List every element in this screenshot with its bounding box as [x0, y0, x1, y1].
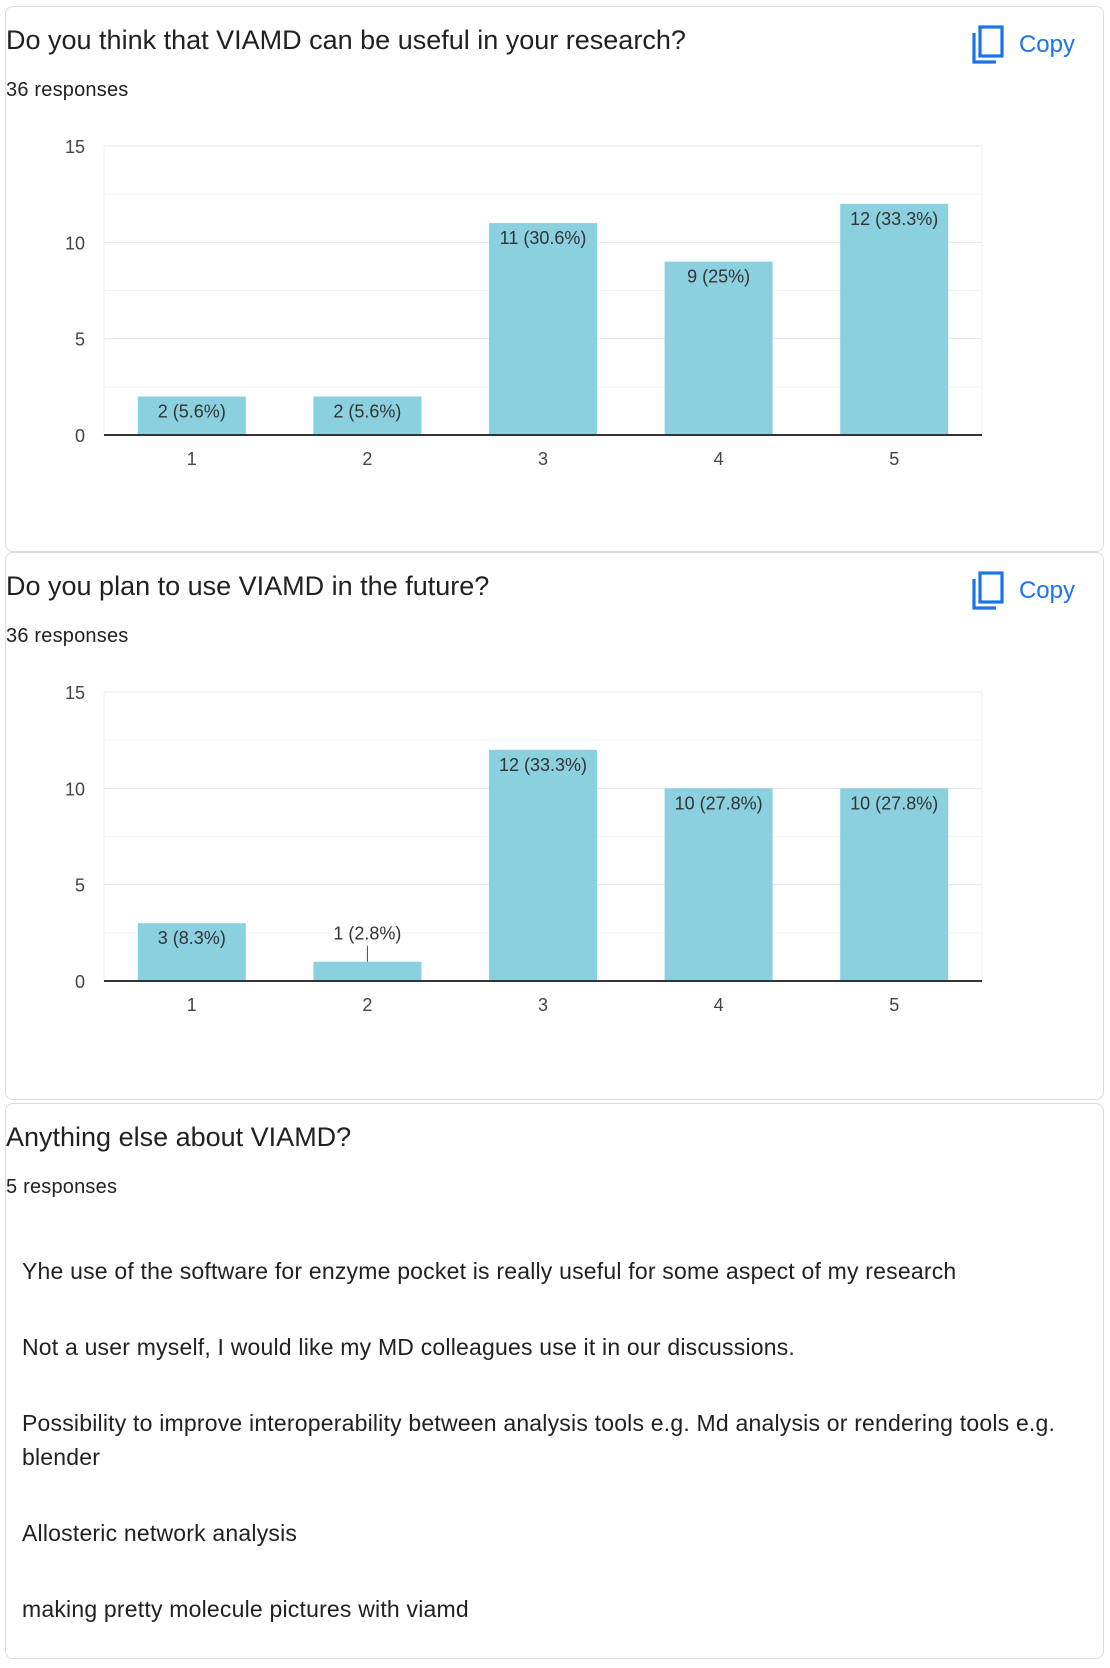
data-label: 11 (30.6%)	[500, 228, 587, 248]
data-label: 2 (5.6%)	[158, 401, 226, 421]
x-tick-label: 5	[889, 449, 899, 469]
question-title: Anything else about VIAMD?	[6, 1122, 352, 1152]
y-tick-label: 10	[65, 233, 85, 253]
y-tick-label: 15	[65, 137, 85, 157]
bar	[137, 396, 246, 435]
x-tick-label: 2	[362, 995, 372, 1015]
bar-chart: 0 5 10 15 2 (5.6%) 1 2 (5.6%) 2 11 (30.6%) 3 9 (25…	[65, 137, 983, 469]
bar-chart: 0 5 10 15 3 (8.3%) 1 1 (2.8%) 2 12 (33.3%) 3 10 (2…	[65, 683, 983, 1015]
data-label: 2 (5.6%)	[333, 401, 401, 421]
data-label: 9 (25%)	[687, 267, 750, 287]
question-title: Do you think that VIAMD can be useful in…	[6, 25, 686, 55]
data-label: 10 (27.8%)	[850, 793, 938, 813]
data-label: 10 (27.8%)	[675, 793, 763, 813]
x-tick-label: 3	[538, 995, 548, 1015]
list-item: Not a user myself, I would like my MD co…	[22, 1334, 796, 1360]
x-tick-label: 1	[187, 449, 197, 469]
bar	[840, 203, 949, 435]
bar	[489, 749, 597, 981]
list-item: making pretty molecule pictures with via…	[22, 1596, 469, 1622]
response-count: 36 responses	[6, 625, 129, 647]
copy-button[interactable]: Copy	[971, 569, 1075, 613]
question-card-future-use: Do you plan to use VIAMD in the future? …	[5, 552, 1104, 1100]
x-tick-label: 2	[362, 449, 372, 469]
x-tick-label: 3	[538, 449, 548, 469]
bar	[489, 223, 597, 435]
bar	[313, 396, 422, 435]
answer-list: Yhe use of the software for enzyme pocke…	[6, 1254, 1103, 1668]
bar	[840, 788, 949, 981]
question-card-anything-else: Anything else about VIAMD? 5 responses Y…	[5, 1103, 1104, 1659]
copy-label: Copy	[1018, 31, 1075, 58]
y-tick-label: 5	[75, 876, 85, 896]
bar	[313, 961, 422, 981]
copy-icon	[971, 25, 1005, 65]
y-tick-label: 5	[75, 330, 85, 350]
question-title: Do you plan to use VIAMD in the future?	[6, 571, 490, 601]
copy-icon	[971, 571, 1005, 611]
x-tick-label: 5	[889, 995, 899, 1015]
bar	[664, 261, 773, 435]
bar	[664, 788, 773, 981]
y-tick-label: 0	[75, 972, 85, 992]
question-card-research-usefulness: Do you think that VIAMD can be useful in…	[5, 6, 1104, 552]
data-label: 1 (2.8%)	[333, 924, 401, 944]
list-item: Yhe use of the software for enzyme pocke…	[22, 1258, 957, 1284]
x-tick-label: 1	[187, 995, 197, 1015]
x-tick-label: 4	[714, 995, 724, 1015]
list-item: Possibility to improve interoperability …	[22, 1410, 1056, 1470]
y-tick-label: 15	[65, 683, 85, 703]
copy-button[interactable]: Copy	[971, 23, 1075, 67]
y-tick-label: 0	[75, 426, 85, 446]
response-count: 5 responses	[6, 1176, 118, 1198]
data-label: 12 (33.3%)	[850, 209, 938, 229]
bar	[137, 923, 246, 981]
y-tick-label: 10	[65, 779, 85, 799]
x-tick-label: 4	[714, 449, 724, 469]
data-label: 3 (8.3%)	[158, 928, 226, 948]
copy-label: Copy	[1018, 577, 1075, 604]
list-item: Allosteric network analysis	[22, 1520, 298, 1546]
response-count: 36 responses	[6, 79, 129, 101]
data-label: 12 (33.3%)	[499, 755, 587, 775]
